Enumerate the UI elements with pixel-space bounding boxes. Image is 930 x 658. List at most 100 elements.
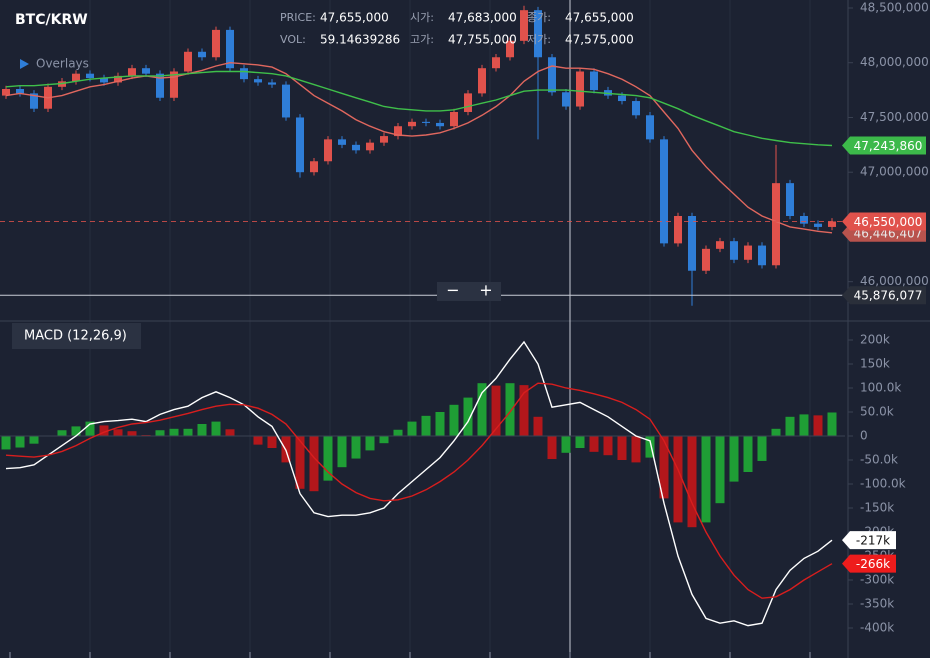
histogram-bar (169, 428, 179, 436)
histogram-bar (435, 412, 445, 436)
candle-body (828, 221, 836, 227)
bottom-ticks (9, 652, 811, 658)
histogram-bar (827, 412, 837, 436)
candle-body (184, 51, 192, 72)
histogram-bar (127, 431, 137, 436)
zoom-out-button[interactable]: − (446, 281, 459, 300)
candle-body (296, 117, 304, 173)
histogram-bar (687, 436, 697, 528)
candle-body (478, 68, 486, 94)
histogram-bar (659, 436, 669, 499)
candle-body (170, 71, 178, 98)
info-label: 저가: (527, 33, 551, 46)
info-value: 47,655,000 (320, 11, 389, 25)
histogram-bar (267, 436, 277, 448)
overlays-toggle[interactable]: Overlays (36, 57, 89, 71)
candle-body (268, 82, 276, 85)
histogram-bar (771, 428, 781, 436)
histogram-bar (57, 430, 67, 436)
candle-body (142, 68, 150, 74)
histogram-bar (617, 436, 627, 460)
candle-body (198, 51, 206, 58)
y-tick-label: 100.0k (860, 381, 901, 395)
y-tick-label: 47,000,000 (860, 165, 929, 179)
value-tag-label: -217k (856, 534, 890, 548)
histogram-bar (449, 404, 459, 436)
histogram-bar (29, 436, 39, 444)
histogram-bar (379, 436, 389, 444)
candle-body (492, 57, 500, 69)
value-tag-label: -266k (856, 557, 890, 571)
candle-body (338, 139, 346, 145)
candle-body (156, 73, 164, 98)
info-label: 고가: (410, 33, 434, 46)
macd-label-box (12, 323, 141, 349)
y-tick-label: -300k (860, 573, 894, 587)
histogram-bar (295, 436, 305, 489)
line-series (5, 382, 833, 599)
histogram-bar (785, 416, 795, 436)
candle-body (226, 29, 234, 69)
macd-title[interactable]: MACD (12,26,9) (24, 329, 127, 344)
plot: 48,500,000 48,000,000 47,500,000 47,000,000… (0, 0, 929, 635)
histogram-bar (99, 425, 109, 436)
candle-body (772, 183, 780, 266)
histogram-bar (407, 421, 417, 436)
value-tag-label: 45,876,077 (854, 289, 923, 303)
histogram-bar (743, 436, 753, 472)
histogram-bar (547, 436, 557, 460)
info-value: 47,655,000 (565, 11, 634, 25)
histogram-bar (85, 421, 95, 436)
histogram-bar (155, 430, 165, 436)
y-tick-label: -150k (860, 501, 894, 515)
value-tag (842, 531, 896, 550)
candle-body (576, 71, 584, 107)
candle-body (716, 241, 724, 249)
info-label: 시가: (410, 11, 434, 24)
y-tick-label: 47,500,000 (860, 110, 929, 124)
candle-body (240, 68, 248, 80)
histogram-bar (337, 436, 347, 468)
candle-body (618, 95, 626, 102)
time-grid (89, 0, 811, 658)
candle-body (744, 245, 752, 260)
candle-body (72, 73, 80, 82)
candle-body (254, 79, 262, 83)
info-value: 47,575,000 (565, 33, 634, 47)
histogram-bar (729, 436, 739, 482)
candle-body (702, 248, 710, 271)
histogram-bar (225, 429, 235, 436)
histogram-bar (645, 436, 655, 458)
candle-body (282, 84, 290, 118)
candle-body (786, 183, 794, 216)
candle-body (800, 215, 808, 224)
info-value: 59.14639286 (320, 33, 400, 47)
candle-body (86, 73, 94, 79)
histogram-bar (323, 436, 333, 481)
value-tag (842, 286, 926, 305)
histogram-bar (673, 436, 683, 523)
histogram-bar (561, 436, 571, 453)
info-value: 47,755,000 (448, 33, 517, 47)
candle-body (814, 223, 822, 227)
histogram-bar (71, 426, 81, 436)
candle-body (674, 215, 682, 244)
candle-body (646, 115, 654, 140)
overlays-icon[interactable] (20, 59, 29, 69)
zoom-in-button[interactable]: + (479, 281, 492, 300)
candle-body (450, 111, 458, 127)
histogram-bar (603, 436, 613, 456)
info-value: 47,683,000 (448, 11, 517, 25)
y-tick-label: -50.0k (860, 453, 898, 467)
y-tick-label: 48,500,000 (860, 0, 929, 14)
candle-body (534, 10, 542, 58)
histogram-bar (365, 436, 375, 451)
histogram-bar (589, 436, 599, 452)
value-tag (842, 212, 926, 231)
y-tick-label: 48,000,000 (860, 55, 929, 69)
histogram-bar (309, 436, 319, 492)
candle-body (758, 245, 766, 266)
candle-body (506, 40, 514, 58)
candle-body (422, 121, 430, 123)
value-tag-label: 46,550,000 (854, 215, 923, 229)
